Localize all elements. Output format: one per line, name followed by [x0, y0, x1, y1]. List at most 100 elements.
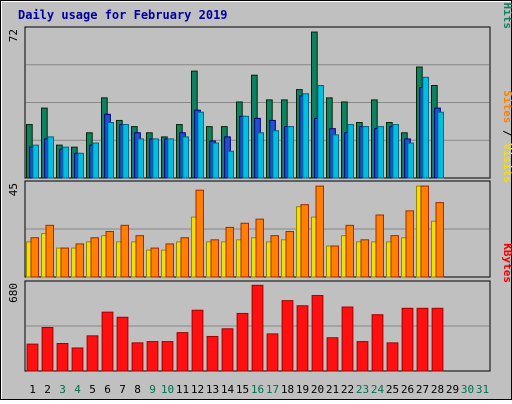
bar [356, 341, 369, 372]
day-label: 22 [341, 383, 354, 396]
bar [197, 111, 205, 179]
bar [191, 309, 204, 372]
day-label: 27 [416, 383, 429, 396]
bar [56, 342, 69, 372]
bar [62, 146, 69, 179]
panel-legend: Sites / Visits [501, 90, 512, 183]
day-label: 14 [221, 383, 235, 396]
panel-3: 680 KBytes [7, 243, 512, 372]
bar [135, 235, 144, 278]
day-label: 26 [401, 383, 414, 396]
bar [167, 138, 175, 179]
day-label: 28 [431, 383, 444, 396]
bar [375, 214, 384, 278]
panel-legend: KBytes [501, 243, 512, 283]
day-label: 12 [191, 383, 204, 396]
bar [242, 115, 250, 179]
bar [390, 235, 399, 278]
day-label: 15 [236, 383, 249, 396]
bar [302, 93, 309, 179]
bar [285, 231, 294, 278]
bar [341, 306, 354, 372]
day-label: 30 [461, 383, 474, 396]
bar [131, 342, 144, 372]
bar [236, 312, 249, 372]
bar [212, 142, 220, 179]
day-label: 21 [326, 383, 339, 396]
legend-entry: KBytes [501, 243, 512, 283]
bar [251, 284, 264, 372]
bar [281, 300, 294, 372]
day-label: 4 [74, 383, 81, 396]
bar [240, 222, 249, 278]
bar [105, 231, 114, 278]
bar [90, 237, 99, 278]
legend-entry: Visits [501, 143, 512, 183]
bar [137, 138, 145, 179]
bar [392, 124, 399, 179]
day-label: 10 [161, 383, 174, 396]
bar [431, 307, 444, 372]
bar [315, 185, 324, 278]
bar [225, 226, 234, 278]
bar [345, 224, 354, 278]
bar [386, 342, 399, 372]
day-label: 16 [251, 383, 264, 396]
panel-legend: Pages / Files / Hits [501, 0, 512, 29]
bar [122, 124, 129, 179]
day-label: 29 [446, 383, 459, 396]
bar [101, 311, 114, 372]
bar [206, 335, 219, 372]
bar [405, 210, 414, 278]
bar [120, 224, 129, 278]
bar [255, 218, 264, 278]
bar [360, 239, 369, 278]
bar [287, 126, 294, 179]
bar [371, 314, 384, 372]
bar [257, 132, 264, 179]
day-label: 13 [206, 383, 219, 396]
bar [30, 237, 39, 278]
bar [180, 237, 189, 278]
bar [362, 126, 369, 179]
day-label: 5 [89, 383, 96, 396]
bar [347, 124, 354, 179]
bar [92, 142, 99, 179]
day-label: 25 [386, 383, 399, 396]
bar [182, 136, 190, 179]
legend-entry: / [501, 123, 512, 143]
legend-entry: / [501, 0, 512, 3]
day-label: 1 [29, 383, 36, 396]
bar [32, 144, 39, 179]
bar [176, 332, 189, 372]
bar [150, 247, 159, 278]
bar [416, 307, 429, 372]
bar [266, 333, 279, 372]
bar [272, 130, 279, 179]
bar [116, 316, 129, 372]
bar [45, 224, 54, 278]
day-label: 23 [356, 383, 369, 396]
chart-title: Daily usage for February 2019 [18, 8, 228, 22]
bar [435, 202, 444, 278]
bar [165, 243, 174, 278]
bar [317, 85, 324, 179]
bar [401, 307, 414, 372]
panel-max-label: 45 [7, 183, 20, 196]
bar [195, 189, 204, 278]
day-label: 3 [59, 383, 66, 396]
day-label: 8 [134, 383, 141, 396]
bar [270, 235, 279, 278]
bar [326, 337, 339, 372]
bar [26, 343, 39, 372]
bar [422, 76, 429, 179]
panel-2: 45 Sites / Visits [7, 90, 512, 278]
bar [86, 335, 99, 372]
day-label: 19 [296, 383, 309, 396]
bar [437, 111, 444, 179]
bar [41, 327, 54, 372]
day-label: 2 [44, 383, 51, 396]
bar [47, 136, 54, 179]
